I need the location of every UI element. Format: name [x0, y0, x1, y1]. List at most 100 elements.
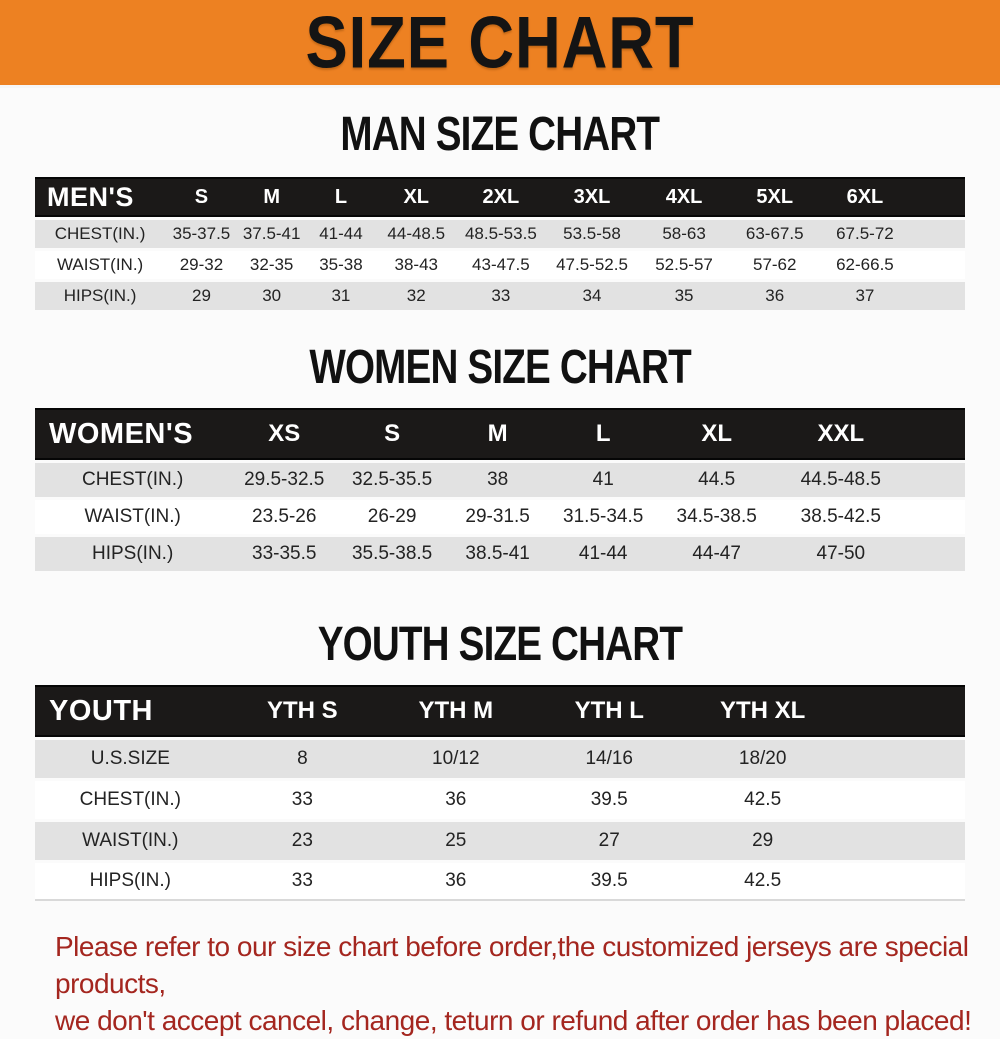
size-cell: 34.5-38.5 [657, 500, 777, 534]
size-cell: 29-32 [165, 251, 238, 279]
col-header: XL [657, 408, 777, 460]
col-header: M [446, 408, 550, 460]
order-policy-line-2: we don't accept cancel, change, teturn o… [55, 1005, 972, 1036]
col-header: YTH L [532, 685, 686, 737]
row-label: WAIST(IN.) [35, 822, 226, 860]
banner-title: SIZE CHART [305, 1, 695, 84]
col-header: L [305, 177, 377, 217]
size-cell: 29.5-32.5 [230, 463, 339, 497]
filler-cell [905, 537, 965, 571]
size-cell: 41-44 [549, 537, 658, 571]
size-cell: 41 [549, 463, 658, 497]
table-row: WAIST(IN.) 23.5-26 26-29 29-31.5 31.5-34… [35, 500, 965, 534]
women-header-label: WOMEN'S [35, 408, 231, 460]
row-label: WAIST(IN.) [35, 251, 166, 279]
table-row: U.S.SIZE 8 10/12 14/16 18/20 [35, 740, 965, 778]
size-cell: 29 [685, 822, 840, 860]
row-label: CHEST(IN.) [35, 463, 231, 497]
size-cell: 47-50 [776, 537, 906, 571]
size-cell: 33 [456, 282, 546, 310]
men-section: MAN SIZE CHART MEN'S S M L XL 2XL 3XL 4X… [0, 105, 1000, 313]
men-section-heading-text: MAN SIZE CHART [340, 105, 661, 161]
col-header: 4XL [638, 177, 730, 217]
women-section: WOMEN SIZE CHART WOMEN'S XS S M L XL XXL… [0, 338, 1000, 574]
filler-cell [839, 781, 965, 819]
size-cell: 36 [729, 282, 820, 310]
size-cell: 25 [379, 822, 533, 860]
row-label: CHEST(IN.) [35, 781, 226, 819]
size-cell: 38.5-41 [446, 537, 550, 571]
size-cell: 31 [305, 282, 377, 310]
size-cell: 31.5-34.5 [549, 500, 658, 534]
row-label: HIPS(IN.) [35, 863, 226, 901]
size-cell: 14/16 [532, 740, 686, 778]
filler-cell [839, 740, 965, 778]
women-size-table: WOMEN'S XS S M L XL XXL CHEST(IN.) 29.5-… [35, 405, 965, 574]
women-section-heading: WOMEN SIZE CHART [0, 338, 1000, 394]
row-label: WAIST(IN.) [35, 500, 231, 534]
size-cell: 35-38 [305, 251, 377, 279]
men-header-label: MEN'S [35, 177, 166, 217]
size-cell: 23.5-26 [230, 500, 339, 534]
col-header: S [165, 177, 238, 217]
col-header: 3XL [545, 177, 639, 217]
size-cell: 62-66.5 [819, 251, 911, 279]
size-chart-banner: SIZE CHART [0, 0, 1000, 88]
size-cell: 26-29 [338, 500, 447, 534]
size-cell: 37.5-41 [237, 220, 306, 248]
size-cell: 29-31.5 [446, 500, 550, 534]
row-label: HIPS(IN.) [35, 537, 231, 571]
size-cell: 33 [225, 781, 380, 819]
size-cell: 32 [376, 282, 457, 310]
col-header: YTH S [225, 685, 380, 737]
size-cell: 37 [819, 282, 911, 310]
size-cell: 39.5 [532, 863, 686, 901]
order-policy-line-1: Please refer to our size chart before or… [55, 931, 969, 999]
size-cell: 58-63 [638, 220, 730, 248]
women-header-row: WOMEN'S XS S M L XL XXL [35, 408, 965, 460]
filler-cell [910, 177, 965, 217]
size-cell: 44-47 [657, 537, 777, 571]
youth-size-table: YOUTH YTH S YTH M YTH L YTH XL U.S.SIZE … [35, 682, 965, 904]
row-label: U.S.SIZE [35, 740, 226, 778]
filler-cell [910, 220, 965, 248]
size-cell: 47.5-52.5 [545, 251, 639, 279]
size-cell: 42.5 [685, 781, 840, 819]
filler-cell [905, 500, 965, 534]
size-cell: 67.5-72 [819, 220, 911, 248]
size-cell: 57-62 [729, 251, 820, 279]
size-cell: 30 [237, 282, 306, 310]
size-cell: 18/20 [685, 740, 840, 778]
size-cell: 38-43 [376, 251, 457, 279]
size-cell: 33-35.5 [230, 537, 339, 571]
size-cell: 35 [638, 282, 730, 310]
size-cell: 34 [545, 282, 639, 310]
size-cell: 41-44 [305, 220, 377, 248]
size-cell: 29 [165, 282, 238, 310]
size-cell: 42.5 [685, 863, 840, 901]
size-cell: 38 [446, 463, 550, 497]
table-row: CHEST(IN.) 33 36 39.5 42.5 [35, 781, 965, 819]
youth-section-heading: YOUTH SIZE CHART [0, 615, 1000, 671]
men-size-table: MEN'S S M L XL 2XL 3XL 4XL 5XL 6XL CHEST… [35, 174, 965, 313]
table-row: HIPS(IN.) 29 30 31 32 33 34 35 36 37 [35, 282, 965, 310]
col-header: 5XL [729, 177, 820, 217]
size-cell: 36 [379, 781, 533, 819]
filler-cell [839, 863, 965, 901]
youth-section-heading-text: YOUTH SIZE CHART [317, 615, 683, 671]
size-cell: 39.5 [532, 781, 686, 819]
size-cell: 8 [225, 740, 380, 778]
women-section-heading-text: WOMEN SIZE CHART [309, 338, 691, 394]
size-cell: 48.5-53.5 [456, 220, 546, 248]
men-section-heading: MAN SIZE CHART [0, 105, 1000, 161]
table-row: HIPS(IN.) 33 36 39.5 42.5 [35, 863, 965, 901]
filler-cell [910, 282, 965, 310]
col-header: 2XL [456, 177, 546, 217]
size-cell: 27 [532, 822, 686, 860]
col-header: 6XL [819, 177, 911, 217]
col-header: XL [376, 177, 457, 217]
size-cell: 10/12 [379, 740, 533, 778]
size-cell: 44.5 [657, 463, 777, 497]
order-policy-note: Please refer to our size chart before or… [55, 928, 1000, 1039]
col-header: XS [230, 408, 339, 460]
